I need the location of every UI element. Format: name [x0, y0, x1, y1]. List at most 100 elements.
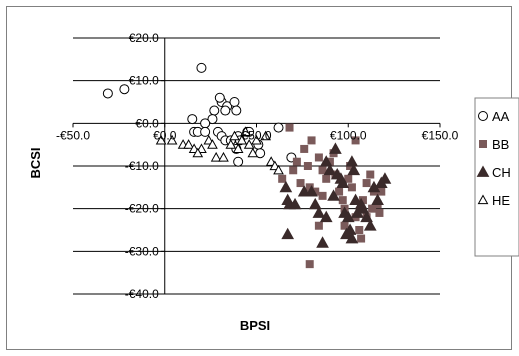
point-bb: [344, 174, 353, 183]
point-aa: [231, 105, 242, 116]
axes: [72, 37, 441, 295]
point-aa: [273, 122, 284, 133]
gridlines: [73, 37, 440, 295]
point-ch: [329, 142, 342, 154]
point-aa: [229, 97, 240, 107]
point-aa: [119, 84, 130, 95]
point-aa: [233, 156, 244, 167]
point-ch: [323, 163, 337, 176]
point-he: [210, 151, 222, 162]
y-tick-label: -€20.0: [125, 202, 159, 216]
point-ch: [316, 236, 329, 248]
point-bb: [335, 187, 344, 196]
point-bb: [318, 166, 327, 175]
point-bb: [307, 136, 316, 145]
point-ch: [345, 155, 359, 167]
point-ch: [340, 227, 353, 240]
point-ch: [347, 163, 361, 176]
tick-labels: €20.0 €10.0 €0.0 -€10.0 -€20.0 -€30.0 -€40.0 -€…: [56, 31, 459, 301]
point-ch: [319, 210, 333, 223]
legend-box: [474, 97, 519, 257]
point-bb: [366, 170, 375, 179]
point-ch: [371, 193, 384, 206]
legend-label-ch: CH: [492, 165, 511, 180]
point-bb: [305, 183, 314, 192]
legend-label-aa: AA: [492, 109, 510, 124]
point-bb: [292, 157, 301, 166]
point-bb: [340, 221, 349, 230]
point-ch: [336, 176, 350, 188]
point-bb: [368, 204, 377, 213]
point-ch: [360, 210, 373, 223]
point-bb: [278, 174, 287, 183]
point-he: [247, 147, 259, 158]
point-ch: [288, 197, 302, 210]
point-aa: [187, 114, 198, 125]
point-he: [207, 139, 218, 149]
point-aa: [102, 88, 113, 99]
point-ch: [378, 172, 392, 184]
x-tick-label: €100.0: [330, 128, 367, 142]
point-bb: [377, 187, 386, 196]
point-bb: [296, 179, 305, 188]
point-ch: [319, 155, 333, 167]
x-tick-label: -€50.0: [56, 128, 90, 142]
point-bb: [285, 123, 294, 132]
legend-marker-aa: [478, 111, 488, 121]
point-he: [240, 126, 251, 136]
point-bb: [355, 226, 364, 234]
point-he: [236, 134, 248, 145]
point-he: [251, 134, 262, 145]
point-he: [218, 151, 229, 162]
legend: AA BB CH HE: [474, 97, 519, 257]
point-ch: [349, 193, 362, 206]
point-bb: [314, 221, 323, 230]
chart-area: [6, 6, 512, 350]
point-bb: [318, 191, 327, 200]
point-he: [192, 147, 204, 158]
point-bb: [347, 183, 356, 192]
y-tick-label: €10.0: [129, 74, 159, 88]
point-bb: [375, 208, 384, 217]
point-aa: [207, 114, 218, 125]
point-he: [260, 130, 272, 141]
point-ch: [345, 232, 359, 244]
point-ch: [327, 189, 340, 201]
point-bb: [300, 144, 309, 153]
x-tick-label: €0.0: [153, 128, 177, 142]
point-he: [166, 134, 178, 145]
legend-label-he: HE: [492, 193, 510, 208]
point-aa: [200, 118, 211, 129]
point-bb: [303, 162, 312, 170]
y-tick-label: -€10.0: [125, 159, 159, 173]
point-bb: [362, 179, 371, 188]
point-he: [229, 130, 240, 141]
point-bb: [322, 174, 331, 183]
point-bb: [314, 153, 323, 162]
point-ch: [281, 227, 295, 240]
y-tick-label: €20.0: [129, 31, 159, 45]
point-bb: [289, 166, 298, 175]
point-he: [225, 139, 237, 149]
point-ch: [305, 185, 318, 197]
point-ch: [356, 202, 370, 214]
legend-marker-bb: [479, 140, 487, 148]
data-points: [102, 62, 392, 269]
point-ch: [312, 206, 326, 218]
point-ch: [279, 180, 293, 193]
point-ch: [308, 197, 322, 210]
point-he: [155, 134, 167, 145]
legend-marker-he: [477, 194, 489, 205]
point-aa: [200, 126, 211, 137]
point-ch: [363, 219, 377, 231]
x-axis-title: BPSI: [240, 318, 270, 333]
x-tick-label: €50.0: [241, 128, 271, 142]
point-aa: [196, 62, 207, 73]
point-bb: [357, 234, 366, 243]
y-tick-label: -€30.0: [125, 244, 159, 258]
y-axis-title: BCSI: [28, 147, 43, 178]
point-he: [273, 164, 284, 175]
point-ch: [341, 210, 355, 223]
point-he: [183, 139, 194, 149]
